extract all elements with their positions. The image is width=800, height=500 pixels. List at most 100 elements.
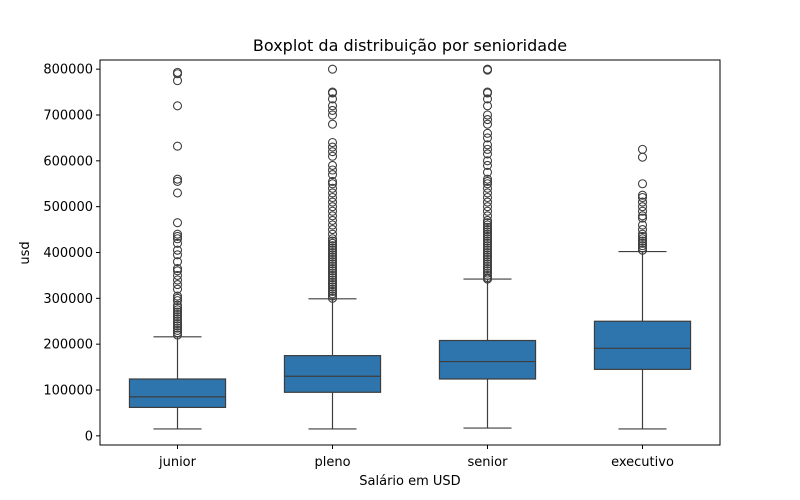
- outlier-point: [482, 247, 493, 258]
- outlier-point: [637, 234, 648, 244]
- outlier-point: [482, 252, 493, 262]
- outlier-point: [482, 133, 493, 143]
- outlier-point: [327, 291, 338, 301]
- outlier-point: [327, 257, 338, 267]
- outlier-point: [482, 144, 493, 154]
- y-axis: 0 100000 200000 300000 400000 500000 600000 700…: [43, 63, 100, 444]
- y-axis-label: usd: [18, 241, 33, 264]
- outlier-point: [172, 231, 183, 242]
- outlier-point: [172, 67, 183, 77]
- outlier-point: [637, 192, 648, 203]
- outlier-point: [327, 263, 338, 274]
- outlier-point: [172, 245, 183, 255]
- outlier-point: [327, 188, 338, 198]
- outlier-point: [482, 149, 493, 159]
- outlier-point: [327, 273, 338, 283]
- outlier-point: [327, 247, 338, 258]
- outlier-point: [482, 268, 493, 278]
- outlier-point: [172, 296, 183, 306]
- outlier-point: [327, 284, 338, 294]
- outlier-point: [327, 215, 338, 225]
- outlier-point: [482, 254, 493, 264]
- outlier-point: [327, 241, 338, 251]
- x-tick-label: executivo: [611, 455, 674, 470]
- box-junior: [128, 67, 227, 430]
- outlier-point: [172, 280, 183, 290]
- outlier-point: [482, 206, 493, 216]
- outlier-point: [482, 257, 493, 267]
- outlier-point: [172, 176, 183, 187]
- outlier-point: [172, 263, 183, 274]
- outlier-point: [482, 101, 493, 111]
- outlier-point: [327, 170, 338, 180]
- outlier-point: [327, 94, 338, 104]
- outlier-point: [172, 307, 183, 317]
- iqr-box: [438, 339, 537, 380]
- outlier-point: [327, 151, 338, 161]
- outlier-point: [482, 197, 493, 207]
- outlier-point: [172, 323, 183, 333]
- x-axis: junior pleno senior executivo: [158, 445, 674, 470]
- outlier-point: [327, 142, 338, 152]
- outlier-point: [482, 263, 493, 274]
- outlier-point: [637, 206, 648, 216]
- outlier-point: [482, 273, 493, 283]
- outlier-point: [637, 229, 648, 239]
- outlier-point: [327, 202, 338, 212]
- outlier-point: [482, 110, 493, 120]
- outlier-point: [482, 266, 493, 276]
- outlier-point: [482, 225, 493, 235]
- outlier-point: [482, 218, 493, 228]
- outlier-point: [327, 137, 338, 148]
- outlier-point: [482, 211, 493, 221]
- outlier-point: [637, 144, 648, 154]
- outlier-point: [172, 266, 183, 276]
- box-pleno: [283, 64, 382, 430]
- y-tick-label: 600000: [43, 154, 93, 169]
- outlier-point: [327, 234, 338, 244]
- outlier-point: [172, 300, 183, 310]
- iqr-box: [283, 355, 382, 393]
- outlier-point: [482, 220, 493, 230]
- outlier-point: [482, 270, 493, 280]
- outlier-point: [482, 234, 493, 244]
- y-tick-label: 200000: [43, 338, 93, 353]
- outlier-point: [482, 236, 493, 246]
- outlier-point: [482, 119, 493, 129]
- outlier-point: [327, 225, 338, 235]
- outlier-point: [482, 176, 493, 187]
- outlier-point: [327, 147, 338, 157]
- outlier-point: [637, 245, 648, 255]
- outlier-point: [482, 227, 493, 237]
- outlier-point: [482, 192, 493, 203]
- outlier-point: [327, 236, 338, 246]
- outlier-point: [327, 286, 338, 297]
- outlier-point: [482, 231, 493, 242]
- outlier-point: [327, 110, 338, 120]
- outlier-point: [482, 261, 493, 271]
- outlier-point: [327, 266, 338, 276]
- outlier-point: [482, 115, 493, 125]
- box-executivo: [593, 144, 692, 430]
- x-axis-label: Salário em USD: [359, 474, 460, 489]
- outlier-point: [172, 229, 183, 239]
- outlier-point: [327, 270, 338, 280]
- outlier-point: [172, 328, 183, 338]
- x-tick-label: senior: [468, 455, 509, 470]
- outlier-point: [482, 202, 493, 212]
- outlier-point: [172, 275, 183, 285]
- outlier-point: [327, 183, 338, 193]
- outlier-point: [172, 318, 183, 329]
- outlier-point: [172, 284, 183, 294]
- outlier-point: [172, 305, 183, 315]
- outlier-point: [327, 211, 338, 221]
- outlier-point: [482, 174, 493, 184]
- outlier-point: [482, 183, 493, 193]
- outlier-point: [637, 152, 648, 162]
- outlier-point: [327, 206, 338, 216]
- outlier-point: [327, 105, 338, 115]
- outlier-point: [637, 241, 648, 251]
- outlier-point: [482, 179, 493, 189]
- outlier-point: [172, 101, 183, 111]
- outlier-point: [172, 314, 183, 324]
